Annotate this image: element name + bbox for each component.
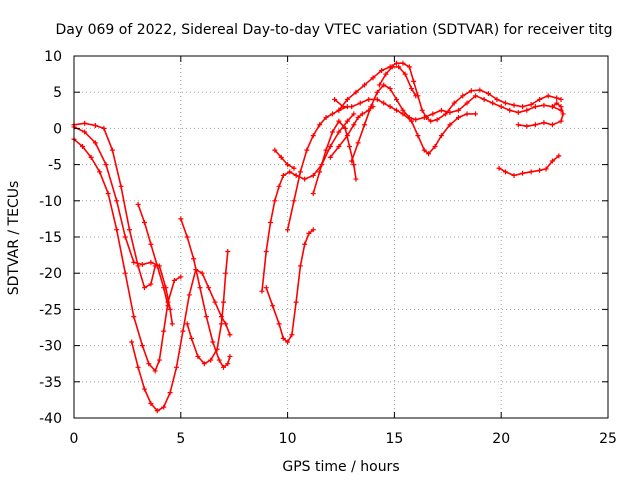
y-axis-title: SDTVAR / TECUs xyxy=(6,181,22,296)
y-tick-label: 0 xyxy=(53,121,62,137)
y-tick-label: -15 xyxy=(39,230,62,246)
chart-title: Day 069 of 2022, Sidereal Day-to-day VTE… xyxy=(56,22,613,38)
x-axis-title: GPS time / hours xyxy=(282,459,399,475)
y-tick-label: -40 xyxy=(39,411,62,427)
x-tick-label: 15 xyxy=(385,431,403,447)
x-tick-label: 5 xyxy=(176,431,185,447)
y-tick-label: 10 xyxy=(44,49,62,65)
y-tick-label: 5 xyxy=(53,85,62,101)
y-tick-label: -20 xyxy=(39,266,62,282)
x-tick-label: 0 xyxy=(70,431,79,447)
x-tick-label: 20 xyxy=(492,431,510,447)
chart-stage: 0 5 10 15 20 25 -40 -35 -30 -25 -20 -15 -10 -5 0 5 10 D… xyxy=(0,0,640,480)
y-tick-label: -10 xyxy=(39,194,62,210)
y-tick-label: -30 xyxy=(39,339,62,355)
x-tick-label: 25 xyxy=(599,431,617,447)
y-tick-label: -35 xyxy=(39,375,62,391)
chart-background xyxy=(0,0,640,480)
y-tick-label: -5 xyxy=(48,158,62,174)
y-tick-label: -25 xyxy=(39,302,62,318)
chart-svg: 0 5 10 15 20 25 -40 -35 -30 -25 -20 -15 -10 -5 0 5 10 D… xyxy=(0,0,640,480)
x-tick-label: 10 xyxy=(279,431,297,447)
